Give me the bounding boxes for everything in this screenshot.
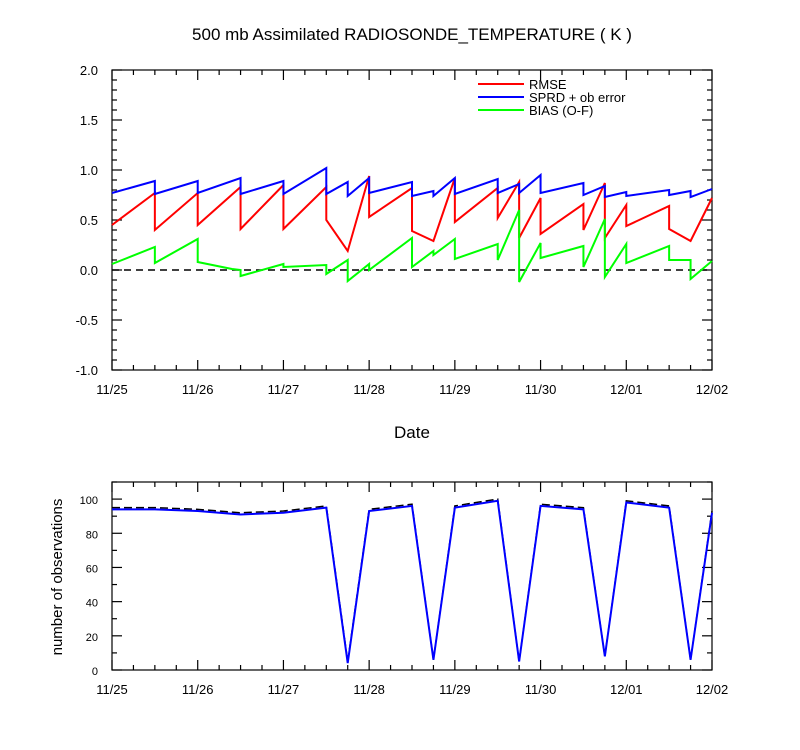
top-y-tick-label: -1.0 <box>76 363 98 378</box>
bottom-y-tick-label: 20 <box>86 632 98 644</box>
top-x-tick-label: 11/30 <box>525 382 557 397</box>
top-series-line-3 <box>111 209 713 284</box>
top-x-tick-label: 11/26 <box>182 382 214 397</box>
bottom-y-tick-label: 100 <box>80 495 98 507</box>
top-y-tick-label: 1.5 <box>80 113 98 128</box>
top-series-line-2 <box>111 166 713 199</box>
top-x-tick-label: 11/28 <box>353 382 385 397</box>
top-chart-title: 500 mb Assimilated RADIOSONDE_TEMPERATUR… <box>192 25 632 44</box>
top-chart-xlabel: Date <box>394 423 430 442</box>
top-y-tick-label: -0.5 <box>76 313 98 328</box>
bottom-x-tick-label: 12/02 <box>696 682 729 697</box>
bottom-y-tick-label: 40 <box>86 598 98 610</box>
top-x-tick-label: 11/25 <box>96 382 128 397</box>
top-y-tick-label: 0.0 <box>80 263 98 278</box>
bottom-chart-ylabel: number of observations <box>49 499 66 656</box>
top-y-tick-label: 1.0 <box>80 163 98 178</box>
bottom-series-line-1 <box>112 498 713 662</box>
top-y-tick-label: 0.5 <box>80 213 98 228</box>
top-x-tick-label: 11/29 <box>439 382 471 397</box>
bottom-x-tick-label: 12/01 <box>610 682 643 697</box>
bottom-y-tick-label: 0 <box>92 666 98 678</box>
bottom-y-tick-label: 60 <box>86 563 98 575</box>
top-x-tick-label: 11/27 <box>268 382 300 397</box>
bottom-y-tick-label: 80 <box>86 529 98 541</box>
bottom-x-tick-label: 11/28 <box>353 682 385 697</box>
bottom-x-tick-label: 11/26 <box>182 682 214 697</box>
bottom-chart-panel: 11/25 11/26 11/27 11/28 11/29 11/30 12/01 12/02… <box>80 481 729 697</box>
legend-label-2: SPRD + ob error <box>529 90 626 105</box>
legend-label-1: RMSE <box>529 77 567 92</box>
legend-label-3: BIAS (O-F) <box>529 103 593 118</box>
top-chart-panel: 11/25 11/26 11/27 11/28 11/29 11/30 12/01 12/02… <box>76 63 729 397</box>
bottom-x-tick-label: 11/29 <box>439 682 471 697</box>
bottom-x-tick-label: 11/25 <box>96 682 128 697</box>
bottom-x-tick-label: 11/27 <box>268 682 300 697</box>
top-y-tick-label: 2.0 <box>80 63 98 78</box>
bottom-x-tick-label: 11/30 <box>525 682 557 697</box>
top-x-tick-label: 12/02 <box>696 382 729 397</box>
bottom-series-line-2 <box>112 499 713 664</box>
top-x-tick-label: 12/01 <box>610 382 643 397</box>
